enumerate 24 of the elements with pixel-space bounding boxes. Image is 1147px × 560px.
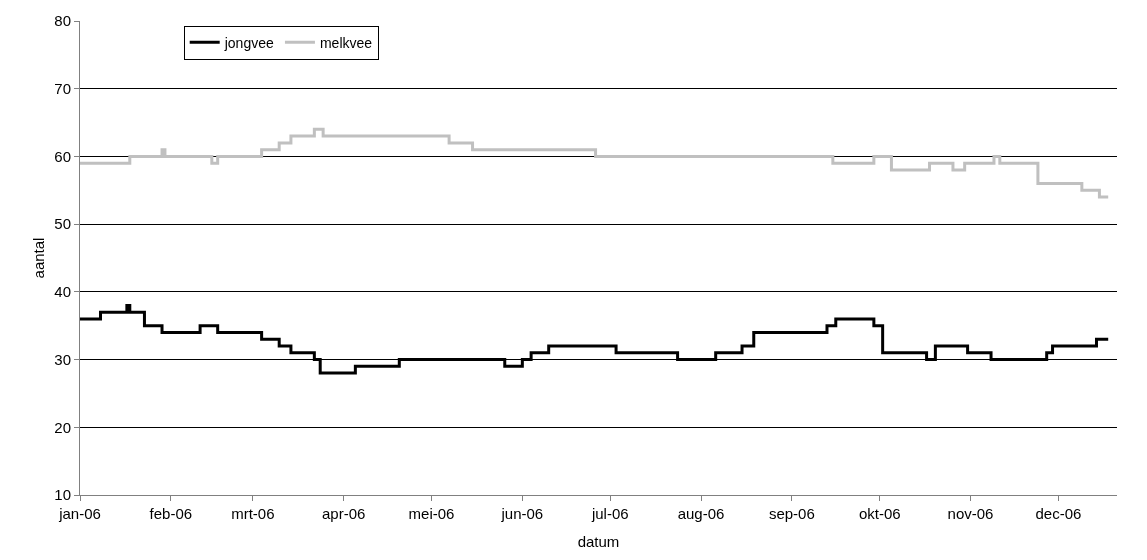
x-axis-title: datum: [577, 533, 620, 550]
y-tick-label: 50: [54, 215, 71, 233]
y-tick-label: 40: [54, 283, 71, 301]
y-tick-label: 80: [54, 12, 71, 30]
y-tick-label: 20: [54, 418, 71, 436]
x-tick-label: dec-06: [1035, 505, 1082, 522]
x-tick-label: mei-06: [408, 505, 455, 522]
x-tick-label: aug-06: [677, 505, 725, 522]
x-tick-label: nov-06: [947, 505, 994, 522]
legend-label: melkvee: [319, 34, 373, 51]
x-tick-label: jun-06: [500, 505, 544, 522]
y-tick-label: 60: [54, 147, 71, 165]
y-tick-label: 30: [54, 350, 71, 368]
y-axis-title: aantal: [29, 237, 47, 279]
x-tick-label: apr-06: [321, 505, 366, 522]
x-tick-label: mrt-06: [231, 505, 275, 522]
legend-label: jongvee: [223, 34, 274, 51]
x-tick-label: okt-06: [858, 505, 901, 522]
x-tick-label: sep-06: [768, 505, 815, 522]
y-tick-label: 10: [54, 486, 71, 504]
x-tick-label: jul-06: [590, 505, 629, 522]
y-tick-label: 70: [54, 79, 71, 97]
x-tick-label: jan-06: [58, 505, 101, 522]
x-tick-label: feb-06: [149, 505, 193, 522]
